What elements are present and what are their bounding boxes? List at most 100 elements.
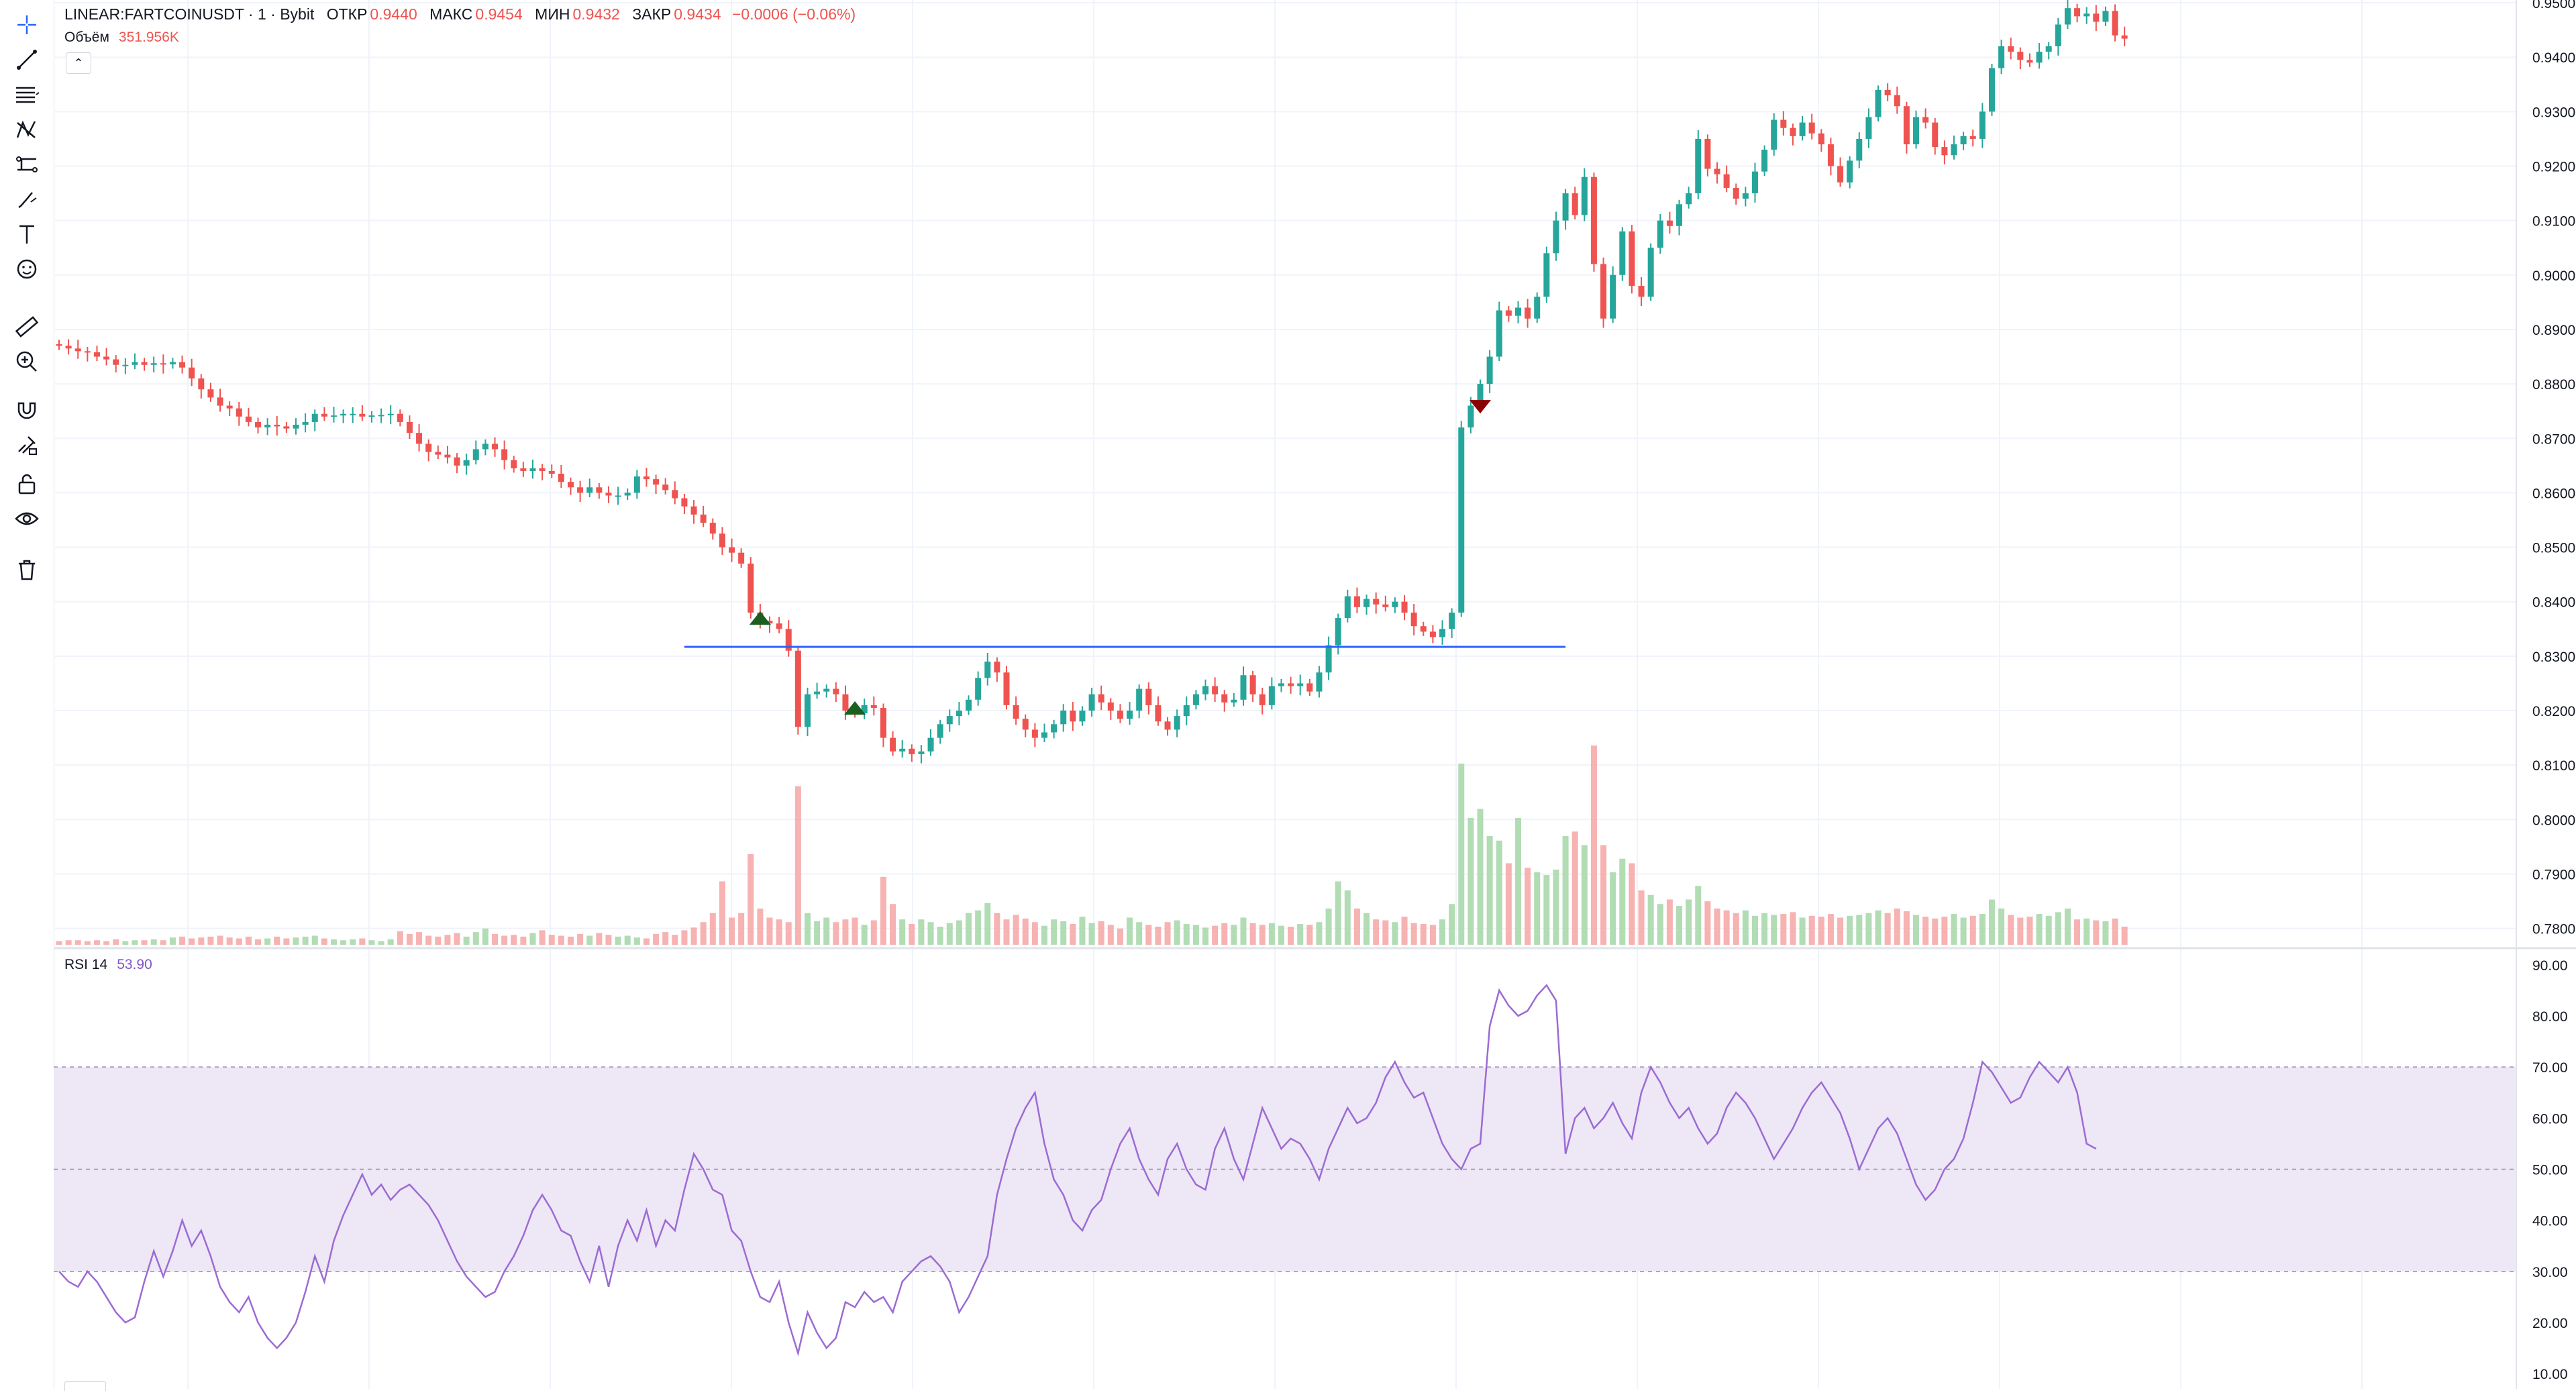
chevron-up-icon[interactable]: ⌃ xyxy=(66,52,91,74)
volume-bar xyxy=(340,940,347,945)
candle-body xyxy=(1847,160,1853,183)
volume-bar xyxy=(918,919,925,945)
candle-body xyxy=(1240,675,1247,700)
volume-label: Объём xyxy=(64,30,109,45)
volume-bar xyxy=(1742,910,1749,945)
trend-line-icon[interactable] xyxy=(9,44,44,75)
candle-body xyxy=(255,421,262,428)
volume-bar xyxy=(1714,909,1720,945)
volume-bar xyxy=(198,937,205,945)
price-tick-label: 0.9400 xyxy=(2532,50,2575,66)
magnet-icon[interactable] xyxy=(9,395,44,425)
price-tick-label: 0.8900 xyxy=(2532,323,2575,338)
candle-body xyxy=(823,688,830,692)
volume-legend[interactable]: Объём 351.956K xyxy=(64,30,179,46)
candle-body xyxy=(605,493,612,496)
volume-bar xyxy=(1022,918,1029,945)
candle-body xyxy=(1534,297,1541,319)
candle-body xyxy=(2083,13,2090,17)
price-chart[interactable]: 0.9500 0.9400 0.9300 0.9200 0.9100 0.9000 0.89… xyxy=(54,0,2576,1389)
candle-body xyxy=(1107,702,1114,711)
candle-body xyxy=(74,348,81,352)
candle-body xyxy=(927,737,934,752)
candle-body xyxy=(198,378,205,390)
candle-body xyxy=(1969,136,1976,139)
candle-body xyxy=(2055,24,2061,46)
emoji-icon[interactable] xyxy=(9,254,44,285)
candle-body xyxy=(2064,8,2071,25)
candle-body xyxy=(1174,716,1180,730)
candle-body xyxy=(1183,705,1190,717)
candle-body xyxy=(1771,119,1778,150)
volume-bar xyxy=(899,919,906,945)
volume-bar xyxy=(1145,925,1152,945)
rsi-legend[interactable]: RSI 14 53.90 xyxy=(64,957,152,973)
ruler-icon[interactable] xyxy=(9,311,44,342)
price-tick-label: 0.9500 xyxy=(2532,0,2575,11)
volume-bar xyxy=(1410,923,1417,945)
candle-body xyxy=(909,748,915,754)
candle-body xyxy=(2102,11,2109,22)
candle-body xyxy=(766,621,773,624)
volume-bar xyxy=(1610,872,1616,945)
brush-icon[interactable] xyxy=(9,184,44,215)
candle-body xyxy=(567,482,574,488)
volume-bar xyxy=(1060,921,1067,945)
candle-body xyxy=(1988,68,1995,112)
candle-body xyxy=(1306,683,1313,692)
volume-bar xyxy=(1477,809,1484,945)
volume-bar xyxy=(293,937,299,945)
candle-body xyxy=(1420,626,1427,632)
candle-body xyxy=(956,711,962,717)
volume-bar xyxy=(861,925,868,945)
volume-bar xyxy=(416,932,423,945)
candle-body xyxy=(577,487,584,493)
pane-tab[interactable] xyxy=(64,1381,106,1391)
text-icon[interactable] xyxy=(9,219,44,250)
candle-body xyxy=(719,533,725,548)
drawing-toolbar xyxy=(0,0,54,1389)
candle-body xyxy=(311,413,318,422)
fib-retracement-icon[interactable] xyxy=(9,79,44,110)
volume-bar xyxy=(1837,917,1844,945)
candle-body xyxy=(236,408,242,417)
volume-bar xyxy=(1288,927,1294,945)
chart-area[interactable]: 0.9500 0.9400 0.9300 0.9200 0.9100 0.9000 0.89… xyxy=(54,0,2576,1391)
volume-bar xyxy=(2121,927,2128,945)
prediction-icon[interactable] xyxy=(9,149,44,180)
candle-body xyxy=(293,424,299,429)
candle-body xyxy=(2074,8,2081,17)
candle-body xyxy=(1117,711,1123,719)
candle-body xyxy=(814,691,821,694)
volume-bar xyxy=(406,933,413,945)
volume-bar xyxy=(1458,764,1465,945)
symbol-title[interactable]: LINEAR:FARTCOINUSDT · 1 · Bybit xyxy=(64,5,315,23)
volume-bar xyxy=(1117,928,1123,945)
candle-body xyxy=(1733,187,1739,199)
candle-body xyxy=(1202,686,1209,694)
candle-body xyxy=(1353,596,1360,607)
volume-bar xyxy=(1155,927,1162,945)
unlock-icon[interactable] xyxy=(9,468,44,499)
candle-body xyxy=(1979,111,1986,139)
volume-bar xyxy=(1790,912,1796,945)
volume-bar xyxy=(690,927,697,945)
lock-drawings-icon[interactable] xyxy=(9,429,44,460)
candle-body xyxy=(1316,672,1323,692)
volume-bar xyxy=(662,932,669,945)
candle-body xyxy=(1894,95,1900,107)
price-tick-label: 0.8200 xyxy=(2532,704,2575,719)
zoom-in-icon[interactable] xyxy=(9,346,44,377)
candle-body xyxy=(1060,711,1067,725)
crosshair-icon[interactable] xyxy=(9,9,44,40)
volume-bar xyxy=(1771,915,1778,945)
pattern-icon[interactable] xyxy=(9,114,44,145)
candle-body xyxy=(748,563,754,613)
price-tick-label: 0.9200 xyxy=(2532,160,2575,175)
volume-bar xyxy=(842,919,849,945)
volume-bar xyxy=(1818,917,1824,945)
candle-body xyxy=(1136,688,1143,711)
eye-icon[interactable] xyxy=(9,503,44,534)
trash-icon[interactable] xyxy=(9,554,44,585)
candle-body xyxy=(520,468,527,471)
